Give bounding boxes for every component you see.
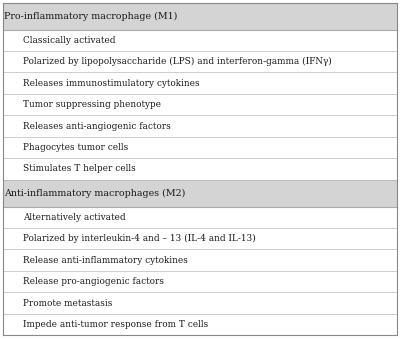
Text: Anti-inflammatory macrophages (M2): Anti-inflammatory macrophages (M2) [4,189,185,198]
Text: Phagocytes tumor cells: Phagocytes tumor cells [23,143,128,152]
Text: Stimulates T helper cells: Stimulates T helper cells [23,165,136,173]
Bar [3,115,397,137]
Bar [3,228,397,249]
Bar [3,249,397,271]
Text: Releases immunostimulatory cytokines: Releases immunostimulatory cytokines [23,79,200,88]
Bar [3,207,397,228]
Text: Release pro-angiogenic factors: Release pro-angiogenic factors [23,277,164,286]
Text: Release anti-inflammatory cytokines: Release anti-inflammatory cytokines [23,256,188,265]
Bar [3,314,397,335]
Bar [3,29,397,51]
Text: Promote metastasis: Promote metastasis [23,298,112,308]
Bar [3,271,397,292]
Text: Impede anti-tumor response from T cells: Impede anti-tumor response from T cells [23,320,208,329]
Bar [3,292,397,314]
Bar [3,51,397,72]
Text: Classically activated: Classically activated [23,36,116,45]
Bar [3,158,397,180]
Bar [3,137,397,158]
Text: Tumor suppressing phenotype: Tumor suppressing phenotype [23,100,161,109]
Text: Polarized by lipopolysaccharide (LPS) and interferon-gamma (IFNγ): Polarized by lipopolysaccharide (LPS) an… [23,57,332,66]
Bar [3,94,397,115]
Text: Alternatively activated: Alternatively activated [23,213,126,222]
Text: Polarized by interleukin-4 and – 13 (IL-4 and IL-13): Polarized by interleukin-4 and – 13 (IL-… [23,234,256,243]
Bar [3,3,397,29]
Text: Releases anti-angiogenic factors: Releases anti-angiogenic factors [23,122,171,130]
Bar [3,72,397,94]
Bar [3,180,397,207]
Text: Pro-inflammatory macrophage (M1): Pro-inflammatory macrophage (M1) [4,11,177,21]
